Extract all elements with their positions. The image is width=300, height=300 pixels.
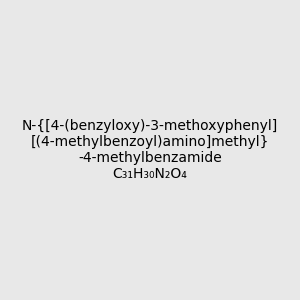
Text: N-{[4-(benzyloxy)-3-methoxyphenyl]
[(4-methylbenzoyl)amino]methyl}
-4-methylbenz: N-{[4-(benzyloxy)-3-methoxyphenyl] [(4-m… — [22, 119, 278, 181]
